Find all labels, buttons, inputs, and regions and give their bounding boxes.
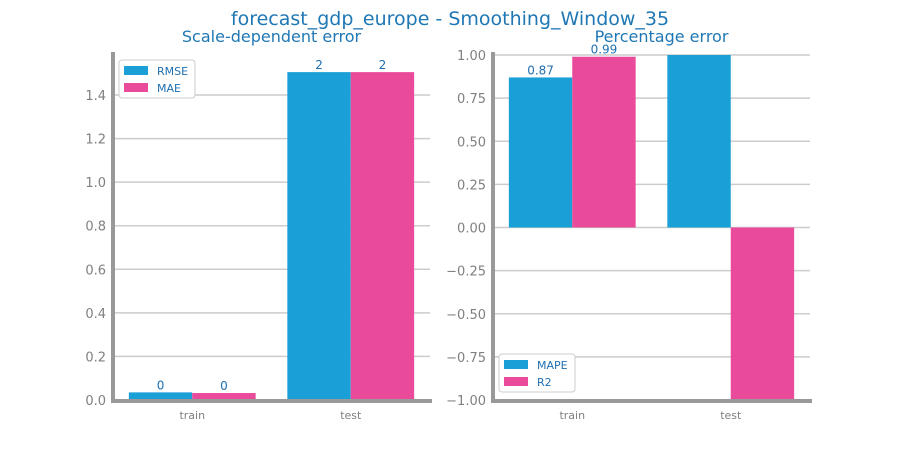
- scale-error-bar-rmse-test: [287, 72, 351, 400]
- percentage-error-bar-r2-train: [572, 56, 636, 228]
- percentage-error-ytick-label: 0.25: [457, 178, 486, 193]
- figure-title: forecast_gdp_europe - Smoothing_Window_3…: [231, 8, 669, 30]
- scale-error-data-label: 0: [220, 379, 228, 393]
- scale-error-title: Scale-dependent error: [182, 27, 362, 46]
- percentage-error-ytick-label: −0.75: [446, 351, 486, 366]
- percentage-error-legend: MAPE R2: [498, 353, 576, 393]
- percentage-error-bar-r2-test: [730, 227, 795, 400]
- scale-error-bar-rmse-train: [128, 392, 193, 400]
- scale-error-legend-label-mae: MAE: [157, 82, 181, 95]
- scale-error-bar-mae-test: [350, 72, 415, 400]
- percentage-error-ytick-label: 0.75: [457, 92, 486, 107]
- percentage-error-ytick-label: 0.50: [457, 135, 486, 150]
- percentage-error-legend-swatch-r2: [504, 377, 528, 386]
- percentage-error-xtick-label: test: [720, 409, 742, 422]
- scale-error-legend-label-rmse: RMSE: [157, 65, 188, 78]
- scale-error-ytick-label: 0.0: [85, 394, 106, 409]
- scale-error-data-label: 2: [315, 58, 323, 72]
- percentage-error-ytick-label: 0.00: [457, 222, 486, 237]
- percentage-error-ytick-label: −0.50: [446, 308, 486, 323]
- scale-error-legend-swatch-rmse: [124, 66, 148, 75]
- percentage-error-legend-label-r2: R2: [537, 376, 552, 389]
- scale-error-ytick-label: 0.6: [85, 263, 106, 278]
- percentage-error-ytick-label: −1.00: [446, 394, 486, 409]
- percentage-error-bar-mape-train: [508, 77, 573, 228]
- scale-error-data-label: 0: [157, 378, 165, 392]
- scale-error-bar-mae-train: [192, 393, 256, 400]
- percentage-error-legend-swatch-mape: [504, 360, 528, 369]
- scale-error-legend-swatch-mae: [124, 83, 148, 92]
- scale-error-ytick-label: 0.2: [85, 350, 106, 365]
- scale-error-ytick-label: 0.4: [85, 307, 106, 322]
- percentage-error-xtick-label: train: [559, 409, 585, 422]
- scale-error-ytick-label: 1.2: [85, 133, 106, 148]
- percentage-error-data-label: 0.87: [527, 63, 554, 77]
- percentage-error-legend-label-mape: MAPE: [537, 359, 568, 372]
- scale-error-ytick-label: 0.8: [85, 220, 106, 235]
- scale-error-ytick-label: 1.4: [85, 89, 106, 104]
- scale-error-legend: RMSE MAE: [118, 59, 196, 99]
- percentage-error-data-label: 0.99: [591, 43, 618, 57]
- percentage-error-bar-mape-test: [667, 55, 731, 228]
- scale-error-xtick-label: test: [340, 409, 362, 422]
- chart-percentage-error: Percentage error −1.00 −0.75 −0.50 −0.25 0.00…: [446, 27, 812, 422]
- scale-error-data-label: 2: [379, 58, 387, 72]
- percentage-error-title: Percentage error: [595, 27, 729, 46]
- scale-error-ytick-label: 1.0: [85, 176, 106, 191]
- percentage-error-ytick-label: −0.25: [446, 265, 486, 280]
- scale-error-xtick-label: train: [179, 409, 205, 422]
- chart-scale-dependent-error: Scale-dependent error 0.0 0.2 0.4 0.6 0.8 1.0 1…: [85, 27, 432, 422]
- percentage-error-ytick-label: 1.00: [457, 49, 486, 64]
